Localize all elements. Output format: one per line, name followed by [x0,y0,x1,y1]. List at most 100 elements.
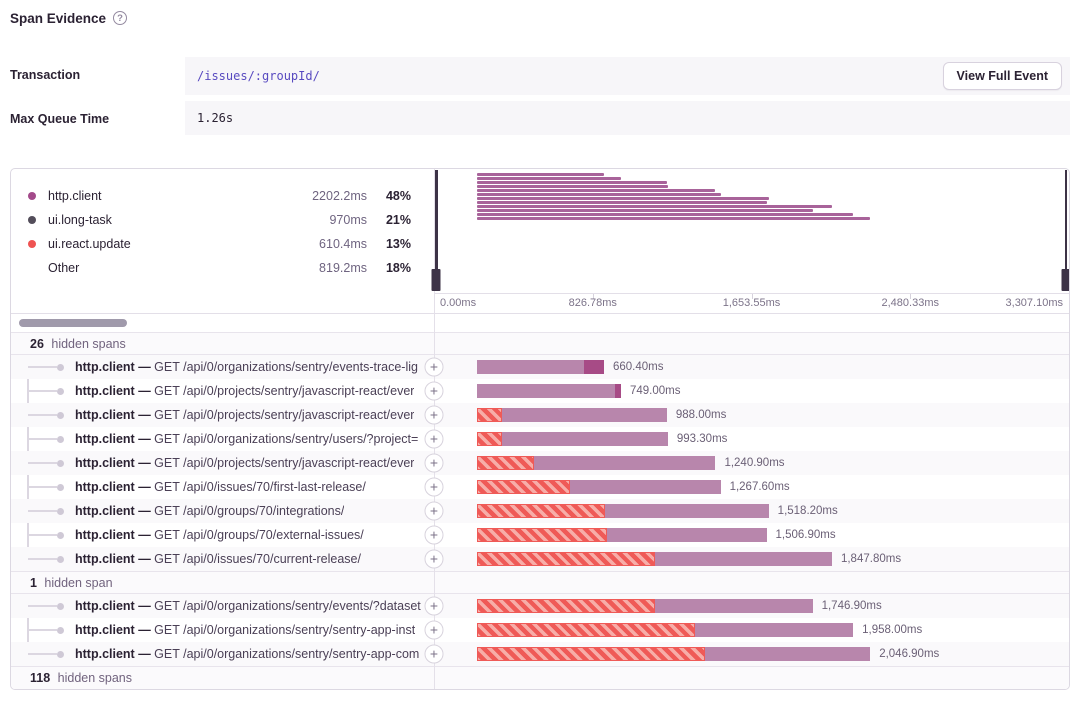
expand-span-button[interactable]: + [424,596,444,616]
span-row[interactable]: http.client — GET /api/0/groups/70/integ… [11,499,1069,523]
expand-span-button[interactable]: + [424,453,444,473]
tree-node-dot-icon [57,363,64,371]
expand-span-button[interactable]: + [424,549,444,569]
legend: http.client 2202.2ms 48% ui.long-task 970ms 2… [11,169,434,293]
span-description: GET /api/0/groups/70/integrations/ [154,504,345,518]
span-blocked-hatch [477,480,570,494]
span-row-text: http.client — GET /api/0/projects/sentry… [75,456,414,470]
tree-branch-line [28,653,57,655]
span-duration-label: 988.00ms [675,409,727,421]
span-op: http.client [75,480,135,494]
axis-tick-icon [592,294,594,299]
expand-span-button[interactable]: + [424,525,444,545]
transaction-label: Transaction [10,68,81,82]
span-duration-label: 993.30ms [676,433,728,445]
span-op: http.client [75,432,135,446]
span-description: GET /api/0/organizations/sentry/users/?p… [154,432,419,446]
span-duration-label: 1,746.90ms [821,600,882,612]
horizontal-scrollbar [11,313,1069,332]
axis-tick-label: 3,307.10ms [1005,297,1063,309]
span-duration-chart: 2,046.90ms [434,647,1069,661]
span-row-text: http.client — GET /api/0/organizations/s… [75,360,418,374]
span-separator: — [134,504,155,518]
span-duration-chart: 749.00ms [434,384,1069,398]
span-row[interactable]: http.client — GET /api/0/issues/70/first… [11,475,1069,499]
tree-branch-line [28,629,57,631]
minimap-span-bar [477,197,769,200]
minimap-right-handle[interactable] [1061,170,1069,291]
scrollbar-thumb[interactable] [19,319,127,327]
minimap-span-bar [477,177,621,180]
span-row-description: http.client — GET /api/0/organizations/s… [11,432,434,446]
expand-span-button[interactable]: + [424,429,444,449]
minimap-span-bar [477,189,716,192]
hidden-spans-header[interactable]: 26 hidden spans [11,332,1069,355]
span-row[interactable]: http.client — GET /api/0/issues/70/curre… [11,547,1069,571]
minimap[interactable] [431,169,1069,293]
minimap-span-bar [477,205,832,208]
minimap-right-grip-icon[interactable] [1061,269,1069,291]
legend-duration: 819.2ms [319,261,367,275]
legend-dot-icon [28,240,36,248]
span-row-description: http.client — GET /api/0/issues/70/first… [11,480,434,494]
minimap-span-bar [477,181,667,184]
span-duration-bar [477,623,854,637]
hidden-spans-footer[interactable]: 118 hidden spans [11,666,1069,689]
span-duration-bar [477,456,716,470]
span-row[interactable]: http.client — GET /api/0/projects/sentry… [11,403,1069,427]
tree-branch-line [28,438,57,440]
span-row-text: http.client — GET /api/0/organizations/s… [75,599,421,613]
span-row[interactable]: http.client — GET /api/0/groups/70/exter… [11,523,1069,547]
max-queue-time-row: Max Queue Time 1.26s [10,101,1070,135]
span-blocked-hatch [477,432,502,446]
span-duration-label: 1,267.60ms [729,481,790,493]
minimap-left-grip-icon[interactable] [431,269,441,291]
span-row[interactable]: http.client — GET /api/0/projects/sentry… [11,379,1069,403]
span-description: GET /api/0/issues/70/first-last-release/ [154,480,366,494]
span-op: http.client [75,384,135,398]
span-row[interactable]: http.client — GET /api/0/organizations/s… [11,427,1069,451]
expand-span-button[interactable]: + [424,381,444,401]
expand-span-button[interactable]: + [424,620,444,640]
span-duration-bar [477,528,767,542]
span-row[interactable]: http.client — GET /api/0/projects/sentry… [11,451,1069,475]
span-blocked-hatch [477,552,655,566]
span-separator: — [134,552,155,566]
hidden-span-count: 26 [30,336,44,351]
view-full-event-button[interactable]: View Full Event [942,62,1062,90]
span-row[interactable]: http.client — GET /api/0/organizations/s… [11,594,1069,618]
hidden-spans-header[interactable]: 1 hidden span [11,571,1069,594]
span-op: http.client [75,528,135,542]
span-op: http.client [75,599,135,613]
tree-node-dot-icon [57,602,64,610]
span-row-description: http.client — GET /api/0/organizations/s… [11,647,434,661]
span-duration-chart: 988.00ms [434,408,1069,422]
minimap-left-handle[interactable] [431,170,441,291]
span-duration-label: 1,958.00ms [862,624,923,636]
expand-span-button[interactable]: + [424,644,444,664]
tree-node-dot-icon [57,650,64,658]
span-duration-bar [477,504,769,518]
minimap-span-bar [477,201,767,204]
span-row[interactable]: http.client — GET /api/0/organizations/s… [11,618,1069,642]
expand-span-button[interactable]: + [424,477,444,497]
expand-span-button[interactable]: + [424,405,444,425]
expand-span-button[interactable]: + [424,357,444,377]
hidden-span-count: 118 [30,671,51,685]
span-separator: — [134,528,155,542]
max-queue-time-label: Max Queue Time [10,112,110,126]
span-duration-chart: 993.30ms [434,432,1069,446]
span-row[interactable]: http.client — GET /api/0/organizations/s… [11,355,1069,379]
span-separator: — [134,480,155,494]
span-duration-chart: 1,267.60ms [434,480,1069,494]
span-op: http.client [75,456,135,470]
page-title: Span Evidence [10,10,107,26]
expand-span-button[interactable]: + [424,501,444,521]
span-duration-label: 1,506.90ms [775,529,836,541]
help-icon[interactable]: ? [113,11,128,25]
tree-branch-line [28,558,57,560]
tree-node-dot-icon [57,459,64,467]
legend-percent: 21% [385,213,411,227]
span-row[interactable]: http.client — GET /api/0/organizations/s… [11,642,1069,666]
transaction-link[interactable]: /issues/:groupId/ [197,69,320,83]
